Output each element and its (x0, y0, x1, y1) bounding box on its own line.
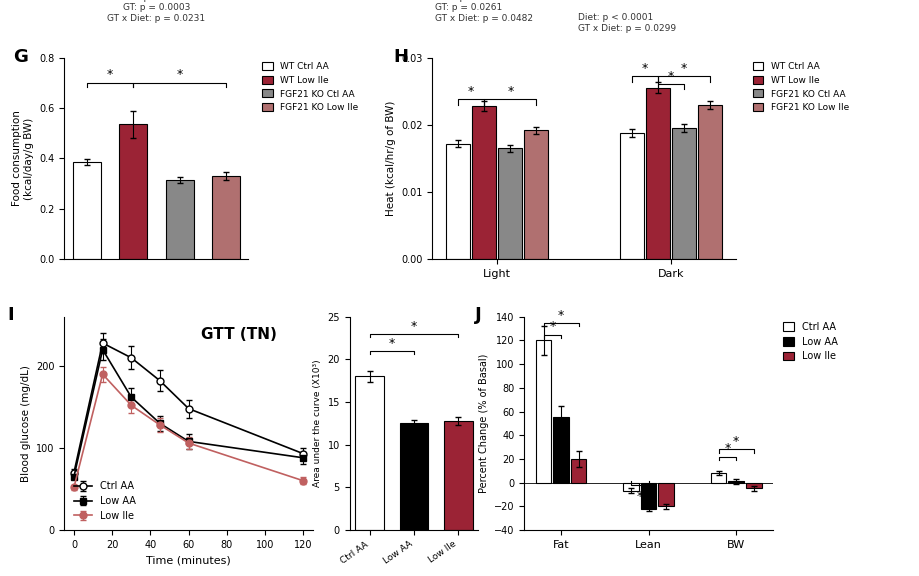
Text: *: * (680, 62, 686, 75)
Bar (535, 340, 550, 483)
Bar (165, 180, 193, 259)
Bar (443, 421, 472, 530)
Text: GTT (TN): GTT (TN) (201, 327, 277, 343)
Bar (619, 133, 643, 259)
Text: *: * (468, 85, 474, 98)
Bar (570, 459, 585, 483)
Text: *: * (732, 435, 739, 448)
Legend: Ctrl AA, Low AA, Low Ile: Ctrl AA, Low AA, Low Ile (74, 481, 135, 521)
Bar (745, 483, 761, 488)
Legend: WT Ctrl AA, WT Low Ile, FGF21 KO Ctl AA, FGF21 KO Low Ile: WT Ctrl AA, WT Low Ile, FGF21 KO Ctl AA,… (262, 62, 358, 112)
Y-axis label: Area under the curve (X10³): Area under the curve (X10³) (312, 359, 322, 487)
Bar (399, 423, 428, 530)
Bar (73, 162, 100, 259)
Text: *: * (557, 309, 563, 321)
Y-axis label: Percent Change (% of Basal): Percent Change (% of Basal) (478, 354, 488, 493)
Legend: Ctrl AA, Low AA, Low Ile: Ctrl AA, Low AA, Low Ile (782, 321, 837, 361)
Bar (622, 483, 639, 491)
Y-axis label: Blood glucose (mg/dL): Blood glucose (mg/dL) (20, 365, 30, 482)
Bar (698, 105, 721, 259)
Bar (552, 418, 568, 483)
Y-axis label: Food consumption
(kcal/day/g BW): Food consumption (kcal/day/g BW) (12, 111, 34, 206)
Bar (446, 143, 470, 259)
Text: *: * (411, 320, 416, 333)
Bar (657, 483, 674, 506)
Bar (645, 88, 669, 259)
Text: Diet: p = 0.0103
GT: p = 0.0003
GT x Diet: p = 0.0231: Diet: p = 0.0103 GT: p = 0.0003 GT x Die… (108, 0, 205, 23)
Text: H: H (392, 48, 407, 66)
Text: *: * (641, 62, 648, 75)
Bar (524, 130, 548, 259)
X-axis label: Time (minutes): Time (minutes) (146, 555, 231, 565)
Text: *: * (549, 320, 555, 334)
Text: Diet: p < 0.0001
GT: p = 0.0261
GT x Diet: p = 0.0482: Diet: p < 0.0001 GT: p = 0.0261 GT x Die… (435, 0, 533, 23)
Text: G: G (13, 48, 28, 66)
Y-axis label: Heat (kcal/hr/g of BW): Heat (kcal/hr/g of BW) (385, 101, 395, 216)
Text: J: J (474, 306, 481, 324)
Text: *: * (723, 442, 730, 455)
Bar (710, 473, 726, 483)
Text: Diet: p < 0.0001
GT x Diet: p = 0.0299: Diet: p < 0.0001 GT x Diet: p = 0.0299 (577, 13, 675, 33)
Bar (498, 149, 522, 259)
Text: I: I (7, 306, 14, 324)
Text: *: * (667, 70, 674, 84)
Bar (728, 482, 743, 483)
Bar (672, 128, 696, 259)
Text: *: * (107, 69, 113, 81)
Bar (355, 377, 384, 530)
Text: *: * (636, 490, 642, 503)
Bar (212, 176, 240, 259)
Text: *: * (176, 69, 183, 81)
Legend: WT Ctrl AA, WT Low Ile, FGF21 KO Ctl AA, FGF21 KO Low Ile: WT Ctrl AA, WT Low Ile, FGF21 KO Ctl AA,… (752, 62, 848, 112)
Text: *: * (506, 85, 513, 98)
Bar (119, 124, 147, 259)
Bar (471, 106, 495, 259)
Text: *: * (389, 337, 394, 350)
Bar (640, 483, 656, 509)
